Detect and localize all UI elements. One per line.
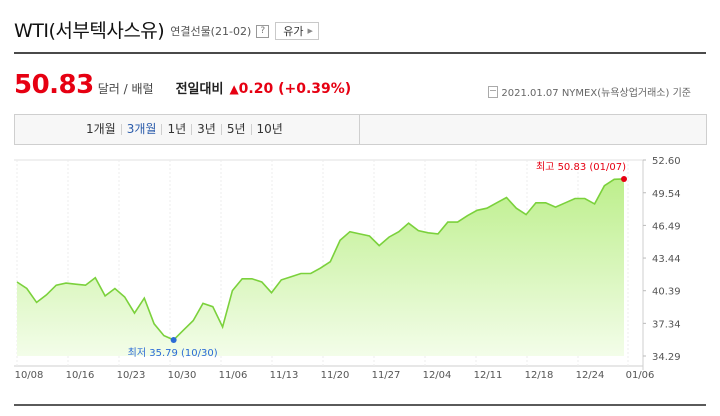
y-tick-label: 43.44 <box>652 254 681 265</box>
x-tick-label: 01/06 <box>626 370 655 381</box>
price-row: 50.83 달러 / 배럴 전일대비 ▲0.20 (+0.39%) <box>14 70 351 100</box>
page-title: WTI(서부텍사스유) <box>14 19 165 42</box>
y-tick-label: 49.54 <box>652 189 681 200</box>
up-triangle-icon: ▲ <box>229 82 239 96</box>
y-tick-label: 37.34 <box>652 319 681 330</box>
low-label: 최저 35.79 (10/30) <box>128 347 218 359</box>
high-label: 최고 50.83 (01/07) <box>536 161 626 173</box>
y-tick-label: 40.39 <box>652 287 681 298</box>
x-tick-label: 12/11 <box>474 370 503 381</box>
document-icon <box>488 85 499 98</box>
low-point-marker <box>170 336 177 343</box>
title-row: WTI(서부텍사스유) 연결선물(21-02) ? 유가 ▶ <box>14 14 319 44</box>
x-tick-label: 10/16 <box>66 370 95 381</box>
x-tick-label: 10/30 <box>168 370 197 381</box>
category-button[interactable]: 유가 ▶ <box>275 22 319 40</box>
price-unit: 달러 / 배럴 <box>97 82 154 96</box>
x-tick-label: 12/24 <box>576 370 605 381</box>
y-tick-label: 46.49 <box>652 221 681 232</box>
x-tick-label: 10/08 <box>15 370 44 381</box>
high-point-marker <box>621 175 627 182</box>
y-tick-label: 34.29 <box>652 352 681 363</box>
x-tick-label: 12/04 <box>423 370 452 381</box>
period-tab[interactable]: 10년 <box>250 123 288 135</box>
prev-day-label: 전일대비 <box>175 82 224 97</box>
x-tick-label: 10/23 <box>117 370 146 381</box>
period-tab[interactable]: 5년 <box>220 123 251 135</box>
price-change: ▲0.20 (+0.39%) <box>229 81 351 97</box>
bottom-divider <box>14 404 706 406</box>
x-tick-label: 11/06 <box>219 370 248 381</box>
date-source-text: 2021.01.07 NYMEX(뉴욕상업거래소) 기준 <box>501 88 691 99</box>
period-tab[interactable]: 3년 <box>191 123 221 135</box>
period-tab[interactable]: 1개월 <box>86 122 116 136</box>
chevron-right-icon: ▶ <box>307 27 313 35</box>
title-divider <box>14 52 706 54</box>
period-tab[interactable]: 1년 <box>161 123 191 135</box>
x-tick-label: 11/27 <box>372 370 401 381</box>
x-tick-label: 12/18 <box>525 370 554 381</box>
price-line <box>16 178 625 341</box>
period-tabs: 1개월 3개월 1년 3년 5년 10년 <box>14 114 707 145</box>
category-label: 유가 <box>283 25 304 38</box>
period-tab[interactable]: 3개월 <box>120 123 162 135</box>
y-tick-label: 52.60 <box>652 156 681 167</box>
price-area <box>17 178 624 356</box>
help-icon[interactable]: ? <box>256 24 270 38</box>
period-tab-group: 1개월 3개월 1년 3년 5년 10년 <box>15 115 360 144</box>
date-source: 2021.01.07 NYMEX(뉴욕상업거래소) 기준 <box>488 84 691 99</box>
x-tick-label: 11/20 <box>321 370 350 381</box>
contract-subtitle: 연결선물(21-02) <box>170 25 252 38</box>
price-change-value: 0.20 (+0.39%) <box>238 81 352 97</box>
current-price: 50.83 <box>14 70 94 100</box>
x-tick-label: 11/13 <box>270 370 299 381</box>
